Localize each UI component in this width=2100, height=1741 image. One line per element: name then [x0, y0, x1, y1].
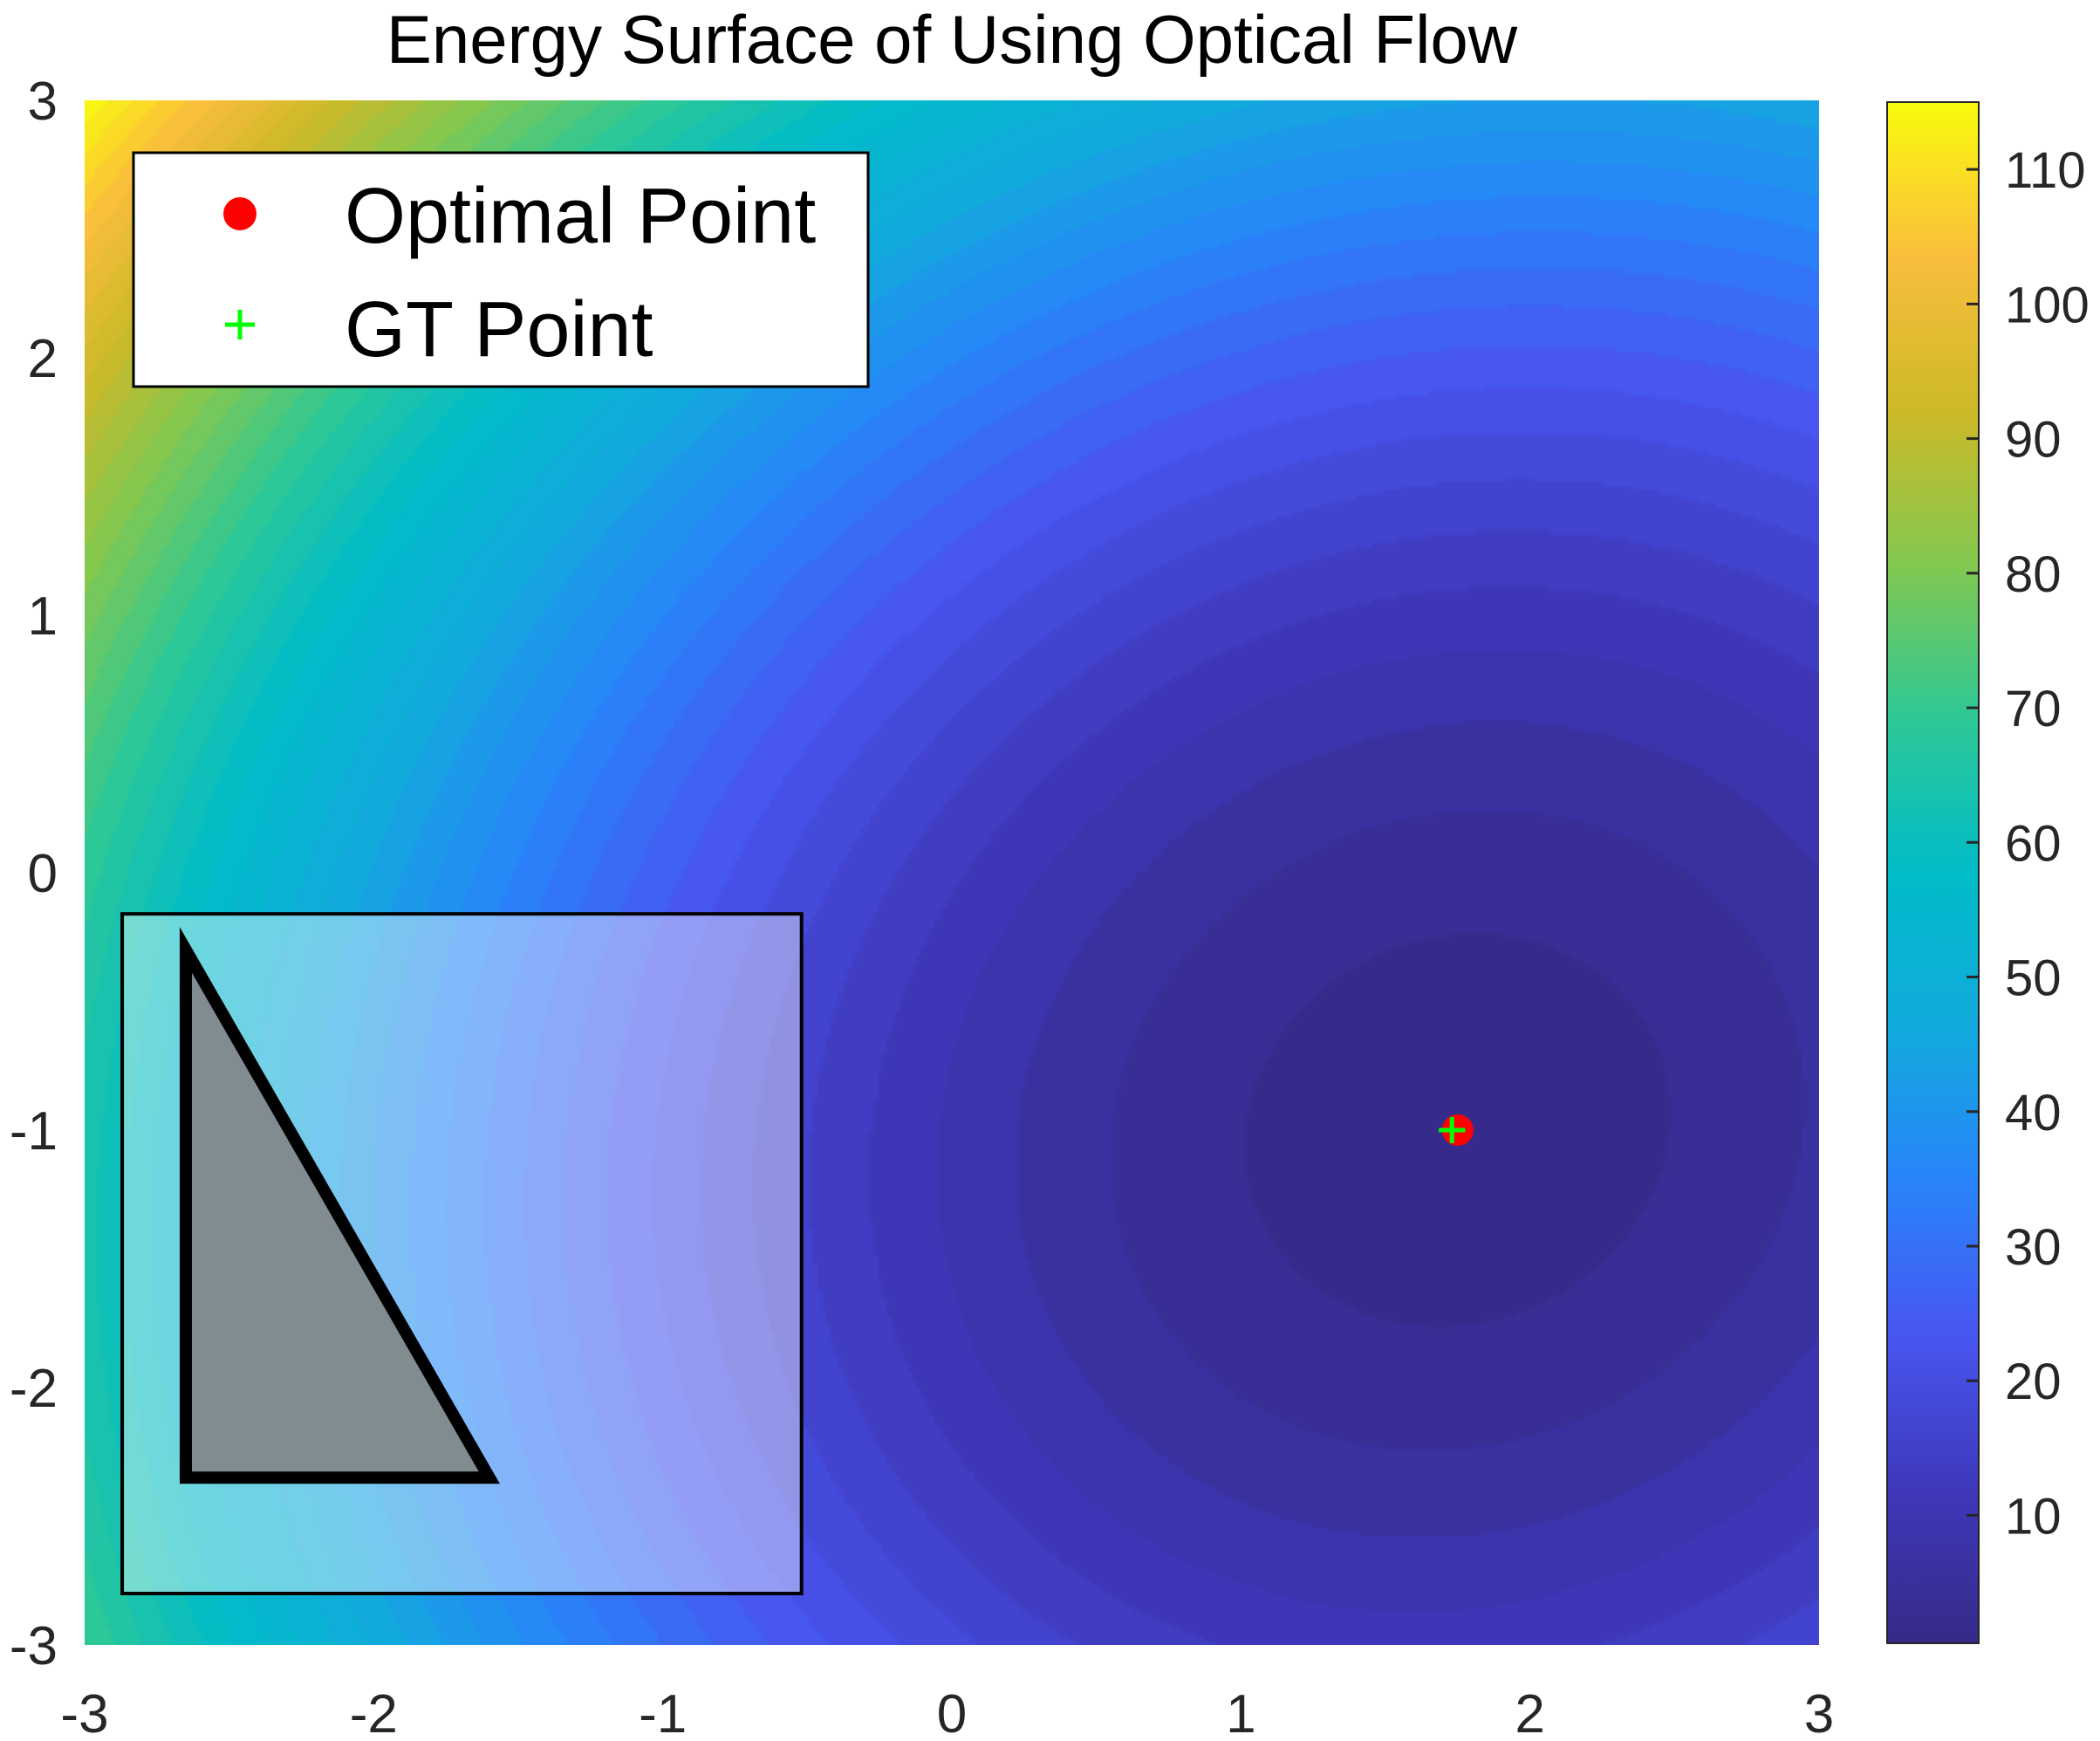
- y-axis-ticks: -3 -2 -1 0 1 2 3: [10, 72, 58, 1676]
- legend-box: [132, 151, 870, 388]
- colorbar-tick-label: 110: [2005, 142, 2085, 199]
- chart-title: Energy Surface of Using Optical Flow: [386, 1, 1518, 78]
- colorbar: 10 20 30 40 50 60 70 80 90 100 110: [1886, 101, 2090, 1644]
- x-tick-label: 0: [937, 1684, 967, 1741]
- legend-label-gt: GT Point: [345, 286, 653, 374]
- inset-triangle: [179, 927, 500, 1484]
- y-tick-label: -1: [10, 1101, 58, 1162]
- colorbar-tick-label: 50: [2005, 950, 2062, 1007]
- x-tick-label: -2: [350, 1684, 398, 1741]
- y-tick-label: 0: [28, 844, 58, 904]
- colorbar-tick-label: 40: [2005, 1085, 2062, 1141]
- x-tick-label: 3: [1804, 1684, 1834, 1741]
- colorbar-tick-label: 90: [2005, 412, 2062, 469]
- colorbar-tick-label: 100: [2005, 277, 2090, 333]
- colorbar-tick-label: 70: [2005, 681, 2062, 737]
- y-tick-label: -3: [10, 1616, 58, 1676]
- colorbar-tick-label: 10: [2005, 1488, 2062, 1545]
- colorbar-ticks: 10 20 30 40 50 60 70 80 90 100 110: [1967, 142, 2090, 1545]
- legend-label-optimal: Optimal Point: [345, 173, 816, 260]
- x-axis-ticks: -3 -2 -1 0 1 2 3: [60, 1684, 1834, 1741]
- gt-point-marker: [1439, 1117, 1466, 1143]
- legend-gt-marker: [225, 310, 255, 339]
- x-tick-label: 2: [1515, 1684, 1544, 1741]
- y-tick-label: 3: [28, 72, 58, 132]
- plot-area: [85, 100, 1819, 1645]
- y-tick-label: -2: [10, 1359, 58, 1419]
- y-tick-label: 1: [28, 586, 58, 647]
- colorbar-tick-label: 30: [2005, 1219, 2062, 1276]
- colorbar-scale: [1886, 101, 1980, 1644]
- x-tick-label: 1: [1226, 1684, 1255, 1741]
- colorbar-tick-label: 60: [2005, 815, 2062, 872]
- colorbar-tick-label: 80: [2005, 546, 2062, 603]
- x-tick-label: -3: [60, 1684, 108, 1741]
- colorbar-tick-label: 20: [2005, 1354, 2062, 1410]
- legend-optimal-marker: [223, 197, 257, 230]
- y-tick-label: 2: [28, 329, 58, 389]
- x-tick-label: -1: [639, 1684, 687, 1741]
- legend: Optimal Point GT Point: [132, 151, 870, 388]
